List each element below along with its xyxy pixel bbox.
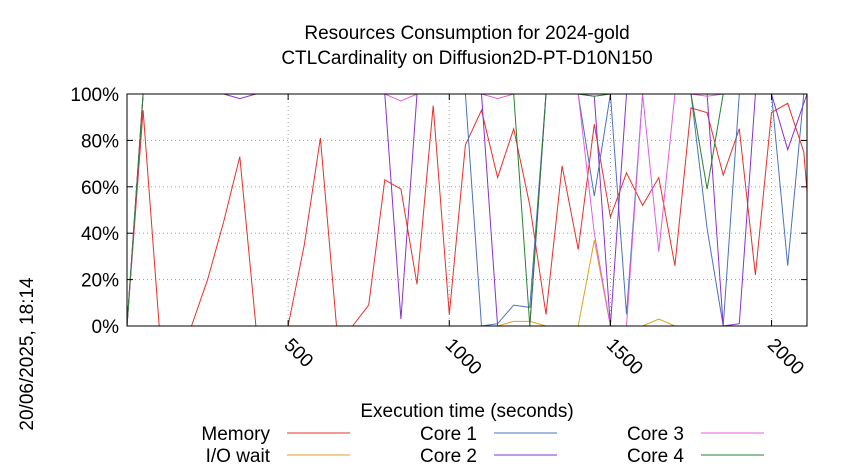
chart-title: Resources Consumption for 2024-gold <box>304 23 629 44</box>
legend-label-memory: Memory <box>201 424 270 445</box>
series-line-core-3 <box>126 93 807 327</box>
legend-label-core-1: Core 1 <box>420 424 477 445</box>
y-tick-label: 0% <box>92 317 120 338</box>
y-tick-label: 20% <box>81 271 119 292</box>
legend-label-core-2: Core 2 <box>420 446 477 467</box>
series-layer <box>126 93 808 327</box>
timestamp-label: 20/06/2025, 18:14 <box>17 277 38 431</box>
y-tick-label: 100% <box>70 85 119 106</box>
legend-label-core-4: Core 4 <box>627 446 684 467</box>
legend-label-core-3: Core 3 <box>627 424 684 445</box>
x-tick-label: 500 <box>280 335 317 372</box>
x-axis-label: Execution time (seconds) <box>360 401 573 422</box>
series-line-i-o-wait <box>127 240 807 327</box>
x-axis-ticks: 500 1000 1500 2000 <box>280 94 808 379</box>
series-line-core-1 <box>126 93 807 327</box>
x-tick-label: 2000 <box>763 335 808 380</box>
y-tick-label: 80% <box>81 131 119 152</box>
plot-frame <box>126 93 808 327</box>
y-axis-ticks: 0% 20% 40% 60% 80% 100% <box>70 85 807 338</box>
legend-label-i-o-wait: I/O wait <box>206 446 271 467</box>
x-tick-label: 1500 <box>602 335 647 380</box>
x-tick-label: 1000 <box>441 335 486 380</box>
y-tick-label: 60% <box>81 178 119 199</box>
y-tick-label: 40% <box>81 224 119 245</box>
chart-subtitle: CTLCardinality on Diffusion2D-PT-D10N150 <box>281 48 652 69</box>
series-line-memory <box>126 102 808 327</box>
